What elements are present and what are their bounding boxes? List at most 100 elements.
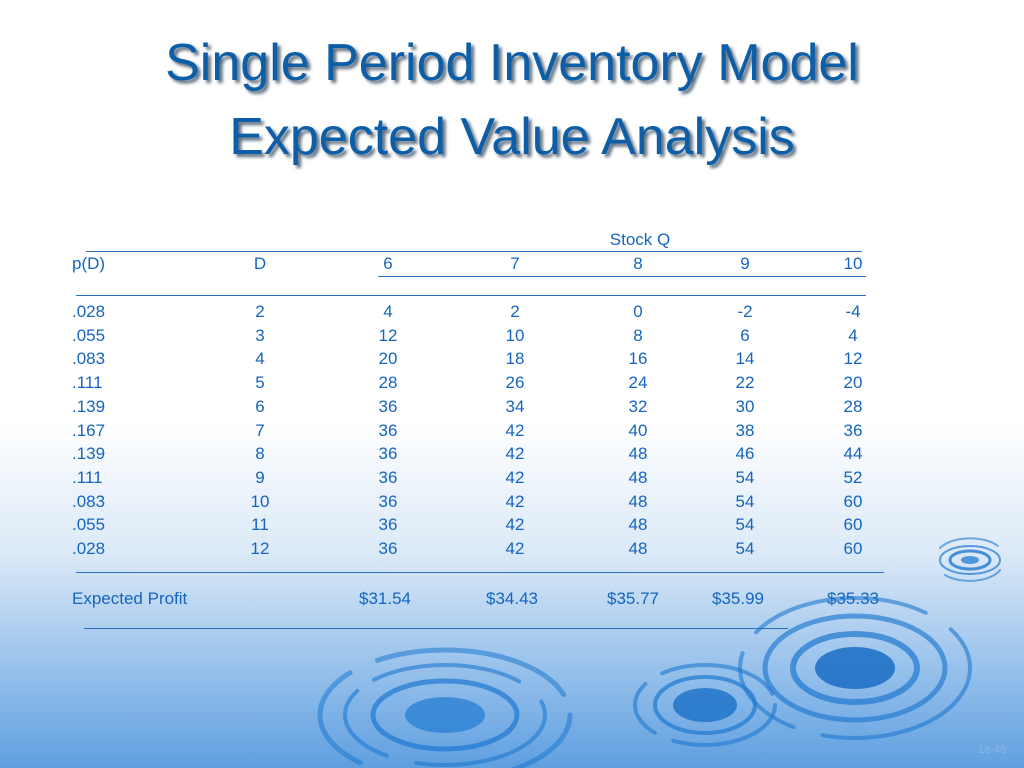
table-cell: 38 [735,420,755,440]
table-cell: 42 [505,420,525,440]
stock-rule [378,276,866,277]
table-cell: 42 [505,515,525,535]
table-cell: 6 [255,396,265,416]
table-cell: 24 [628,373,648,393]
table-cell: 8 [255,444,265,464]
stock-q-header: Stock Q [609,230,671,249]
table-cell: 42 [505,491,525,511]
table-cell: 36 [378,515,398,535]
table-cell: 11 [251,515,269,535]
table-cell: 52 [843,467,863,487]
table-cell: .028 [72,539,106,558]
column-header: 10 [843,254,863,273]
table-cell: 54 [735,491,755,511]
table-cell: .028 [72,302,106,321]
column-header: 8 [633,254,643,273]
table-cell: 6 [740,325,750,345]
table-cell: 48 [628,444,648,464]
table-cell: 4 [848,325,858,345]
table-cell: .083 [72,349,106,369]
table-cell: .083 [72,491,106,511]
table-cell: 54 [735,539,755,558]
table-cell: .055 [72,515,106,535]
table-cell: 34 [505,396,525,416]
table-cell: 36 [378,467,398,487]
table-cell: 5 [255,373,265,393]
expected-profit-value: $34.43 [486,589,538,608]
expected-profit-value: $31.54 [359,589,411,608]
table-cell: 36 [378,420,398,440]
table-cell: 36 [378,444,398,464]
column-header: 7 [510,254,520,273]
table-cell: 32 [628,396,648,416]
table-cell: 8 [633,325,643,345]
table-cell: .139 [72,396,106,416]
table-cell: 9 [255,467,265,487]
table-cell: 36 [378,539,398,558]
table-cell: 20 [378,349,398,369]
table-cell: 4 [383,302,393,321]
table-cell: 28 [378,373,398,393]
column-header: 9 [740,254,750,273]
table-cell: -4 [845,302,861,321]
table-cell: 2 [510,302,520,321]
slide-title-line1: Single Period Inventory Model [165,34,859,92]
table-cell: 60 [843,515,863,535]
table-cell: 36 [378,491,398,511]
table-cell: 22 [735,373,755,393]
table-cell: 7 [255,420,265,440]
expected-profit-value: $35.33 [827,589,879,608]
right-ripple-icon [738,596,972,740]
expected-profit-value: $35.99 [712,589,764,608]
footer-rule [84,628,788,629]
table-cell: 28 [843,396,863,416]
expected-profit-value: $35.77 [607,589,659,608]
table-cell: 14 [735,349,755,369]
table-cell: 42 [505,467,525,487]
table-cell: .167 [72,420,106,440]
table-cell: 20 [843,373,863,393]
table-cell: 10 [505,325,525,345]
column-header-rule [76,295,866,296]
table-cell: 42 [505,444,525,464]
table-cell: 12 [843,349,863,369]
table-cell: 10 [250,491,270,511]
table-cell: -2 [737,302,753,321]
table-cell: 36 [378,396,398,416]
table-cell: 48 [628,491,648,511]
table-cell: 12 [378,325,398,345]
column-header: D [253,254,267,273]
table-cell: 3 [255,325,265,345]
column-header: 6 [383,254,393,273]
table-cell: 16 [628,349,648,369]
table-cell: 48 [628,467,648,487]
table-cell: 42 [505,539,525,558]
table-cell: 30 [735,396,755,416]
table-cell: .111 [72,467,103,487]
table-cell: .139 [72,444,106,464]
page-number: 18-48 [978,744,1007,756]
table-cell: 44 [843,444,863,464]
table-cell: 36 [843,420,863,440]
table-cell: 12 [250,539,270,558]
table-cell: 2 [255,302,265,321]
table-cell: 18 [505,349,525,369]
table-cell: 46 [735,444,755,464]
table-cell: 60 [843,491,863,511]
table-cell: .111 [72,373,103,393]
table-cell: 0 [633,302,643,321]
table-cell: 60 [843,539,863,558]
table-cell: 40 [628,420,648,440]
table-cell: 54 [735,467,755,487]
table-cell: 48 [628,515,648,535]
table-cell: 4 [255,349,265,369]
body-bottom-rule [76,572,884,573]
expected-profit-label: Expected Profit [72,589,188,608]
small-ripple-icon [939,537,1001,582]
slide-title-line2: Expected Value Analysis [229,108,795,166]
large-ripple-icon [317,647,573,768]
table-cell: 48 [628,539,648,558]
header-rule [86,251,862,252]
